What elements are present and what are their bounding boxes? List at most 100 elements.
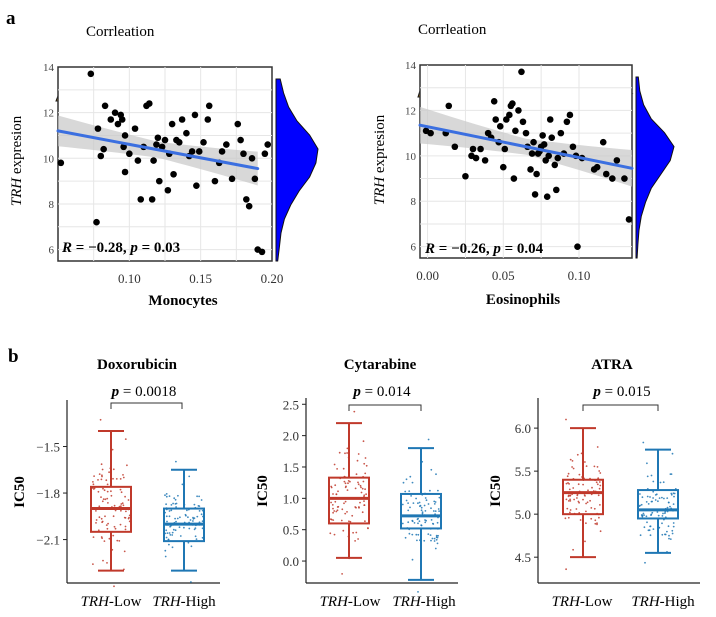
- marginal-title: Corrleation: [86, 24, 155, 40]
- boxplot-doxorubicin: Doxorubicin p = 0.0018 −1.5 −1.8 −2.1 IC50…: [12, 357, 220, 610]
- y-axis-title-gene: TRH: [372, 176, 388, 206]
- stat-p-label: p: [128, 240, 138, 256]
- y-tick-label: 0.0: [283, 554, 299, 569]
- jitter-point: [646, 462, 648, 465]
- stat-r-label: R: [61, 240, 72, 256]
- jitter-point: [332, 507, 334, 510]
- stat-p-value: = 0.03: [138, 240, 180, 256]
- jitter-point: [168, 510, 171, 512]
- box-iqr: [328, 476, 370, 525]
- jitter-point: [567, 516, 570, 519]
- jitter-point: [355, 473, 358, 476]
- jitter-point: [364, 488, 366, 491]
- jitter-point: [564, 517, 567, 520]
- boxes: [562, 427, 679, 559]
- data-point: [533, 170, 540, 178]
- data-point: [548, 134, 556, 141]
- jitter-point: [355, 531, 358, 534]
- jitter-point: [174, 498, 177, 501]
- x-tick-label: 0.10: [568, 268, 591, 283]
- jitter-point: [411, 533, 414, 536]
- data-point: [569, 143, 577, 151]
- y-tick-label: 6: [49, 245, 55, 257]
- boxes: [328, 422, 442, 581]
- jitter-point: [425, 519, 427, 522]
- y-tick-label: 10: [43, 153, 55, 165]
- jitter-point: [347, 482, 349, 485]
- jitter-point: [575, 508, 578, 510]
- jitter-point: [190, 581, 192, 583]
- jitter-point: [659, 481, 662, 484]
- data-point: [150, 157, 157, 164]
- jitter-point: [346, 447, 349, 450]
- data-point: [469, 145, 477, 153]
- jitter-point: [436, 542, 439, 545]
- jitter-point: [411, 481, 414, 484]
- jitter-point: [336, 509, 339, 512]
- y-tick-label: 12: [43, 108, 54, 120]
- jitter-point: [332, 493, 334, 495]
- jitter-point: [93, 475, 95, 477]
- data-point: [107, 116, 115, 123]
- jitter-point: [171, 531, 174, 534]
- jitter-point: [438, 496, 441, 499]
- jitter-point: [437, 489, 439, 492]
- category-gene: TRH: [320, 594, 350, 610]
- jitter-point: [666, 506, 669, 509]
- jitter-point: [664, 512, 666, 515]
- jitter-point: [569, 509, 572, 511]
- jitter-point: [188, 527, 191, 530]
- jitter-point: [669, 538, 672, 540]
- jitter-point: [175, 506, 178, 508]
- jitter-point: [169, 534, 172, 536]
- data-point: [510, 175, 518, 182]
- jitter-point: [354, 506, 357, 508]
- jitter-point: [172, 528, 175, 531]
- jitter-point: [649, 534, 652, 537]
- jitter-point: [430, 468, 433, 471]
- jitter-point: [568, 483, 570, 485]
- data-point: [506, 111, 513, 119]
- jitter-point: [669, 473, 672, 475]
- marginal-density-right: [635, 76, 675, 259]
- category-label-low: TRH-Low: [552, 594, 613, 610]
- jitter-point: [192, 520, 194, 522]
- jitter-point: [427, 438, 430, 441]
- jitter-point: [198, 510, 201, 512]
- x-tick-label: 0.10: [118, 271, 141, 286]
- data-point: [148, 196, 156, 203]
- y-tick-labels: 4.5 5.0 5.5 6.0: [515, 421, 538, 565]
- jitter-point: [177, 494, 179, 497]
- jitter-point: [425, 499, 428, 502]
- jitter-point: [363, 462, 366, 465]
- data-point: [530, 138, 537, 146]
- jitter-point: [362, 480, 365, 483]
- jitter-point: [579, 519, 582, 521]
- jitter-point: [100, 496, 102, 498]
- jitter-point: [585, 465, 588, 467]
- jitter-point: [599, 504, 601, 506]
- jitter-point: [419, 504, 422, 507]
- jitter-point: [417, 522, 419, 525]
- jitter-point: [164, 555, 167, 558]
- box-iqr: [400, 492, 442, 530]
- jitter-point: [584, 495, 586, 497]
- data-point: [557, 129, 565, 137]
- jitter-point: [363, 504, 366, 506]
- jitter-point: [598, 516, 600, 519]
- y-axis-title: IC50: [12, 476, 28, 508]
- jitter-point: [569, 494, 572, 497]
- jitter-point: [115, 478, 118, 480]
- jitter-point: [351, 514, 354, 517]
- jitter-points: [564, 418, 677, 571]
- jitter-point: [418, 520, 421, 523]
- jitter-point: [657, 514, 660, 517]
- jitter-point: [646, 475, 649, 478]
- jitter-point: [330, 486, 333, 489]
- data-point: [522, 129, 530, 137]
- jitter-point: [585, 510, 587, 513]
- jitter-point: [98, 473, 101, 475]
- jitter-point: [357, 481, 359, 484]
- jitter-point: [598, 487, 601, 490]
- jitter-point: [363, 500, 365, 502]
